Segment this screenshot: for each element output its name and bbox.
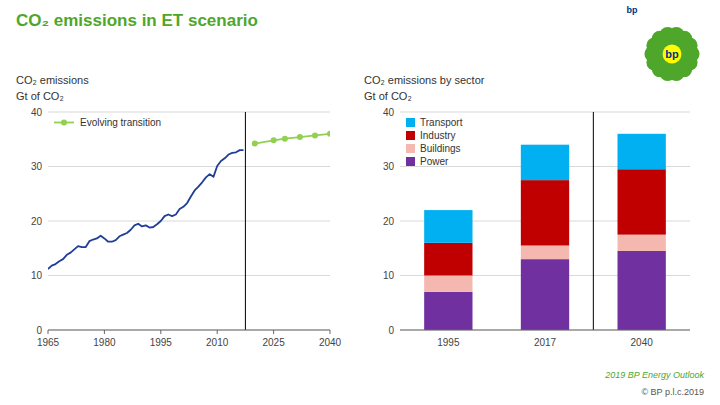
tick-label: 20 [31,216,43,227]
point [282,136,288,142]
grid-line [400,330,690,331]
grid-line [48,221,330,222]
subtitle: CO₂ emissions [16,74,89,86]
point [312,132,318,138]
grid-line [48,330,330,331]
tick-label: 2017 [534,337,557,348]
bar [521,180,569,245]
tick-label: 10 [31,270,43,281]
tick-label: 40 [31,107,43,118]
grid-line [48,166,330,167]
tick-label: 30 [31,161,43,172]
chart-svg: CO₂ emissions in ET scenario bp bp 2019 BP … [0,0,720,405]
bar [424,276,472,292]
legend-label: Transport [420,117,463,128]
line [48,150,244,269]
divider [245,112,246,330]
tick-label: 0 [36,325,42,336]
footnote: © BP p.l.c.2019 [641,387,704,397]
bar [618,235,666,251]
tick-label: 2010 [206,337,229,348]
divider [593,112,594,330]
bar [424,243,472,276]
logo-label: bp [627,5,638,15]
legend: Transport Industry Buildings Power [406,117,463,167]
axis-label: Gt of CO₂ [364,90,412,102]
tick-label: 30 [383,161,395,172]
tick-label: 20 [383,216,395,227]
point [271,137,277,143]
chart-root: CO₂ emissions in ET scenario bp bp 2019 BP … [0,0,720,405]
tick-mark [330,330,331,334]
grid-line [400,112,690,113]
point [297,134,303,140]
axis-label: Gt of CO₂ [16,90,64,102]
grid-line [48,275,330,276]
bar [618,251,666,330]
legend-swatch [406,144,415,153]
plot-area [48,112,330,330]
bar [521,259,569,330]
legend-swatch [406,131,415,140]
point [252,141,258,147]
x-axis [400,330,690,331]
logo-ring [657,39,687,69]
legend-swatch [406,118,415,127]
tick-label: 1965 [37,337,60,348]
grid-line [48,112,330,113]
background [0,0,720,405]
tick-mark [160,330,161,334]
tick-mark [48,330,49,334]
panel: CO₂ emissions by sector Gt of CO₂ 0 10 20 30 4… [364,74,690,348]
legend-swatch [406,157,415,166]
tick-label: 40 [383,107,395,118]
legend-swatch [61,120,67,126]
bar [618,134,666,169]
tick-mark [104,330,105,334]
legend-label: Evolving transition [80,117,161,128]
bar [618,169,666,234]
logo-text: bp [665,48,679,60]
legend-label: Buildings [420,143,461,154]
logo-center [663,45,682,64]
bar [424,292,472,330]
panel: CO₂ emissions Gt of CO₂ 0 10 20 30 40 1965 1980 1… [16,74,342,348]
subtitle: CO₂ emissions by sector [364,74,485,86]
footnote: 2019 BP Energy Outlook [604,370,704,380]
tick-label: 1980 [93,337,116,348]
tick-label: 2040 [631,337,654,348]
tick-label: 10 [383,270,395,281]
tick-label: 1995 [437,337,460,348]
legend: Evolving transition [54,117,161,128]
title: CO₂ emissions in ET scenario [16,11,258,30]
legend-label: Industry [420,130,456,141]
tick-mark [273,330,274,334]
tick-mark [217,330,218,334]
bar [521,145,569,180]
bar [521,246,569,260]
tick-label: 0 [388,325,394,336]
bar [424,210,472,243]
tick-label: 1995 [150,337,173,348]
line [255,134,330,144]
legend-label: Power [420,156,449,167]
tick-label: 2025 [262,337,285,348]
logo: bp [644,27,699,81]
point [327,131,330,137]
tick-label: 2040 [319,337,342,348]
x-axis [48,330,330,331]
